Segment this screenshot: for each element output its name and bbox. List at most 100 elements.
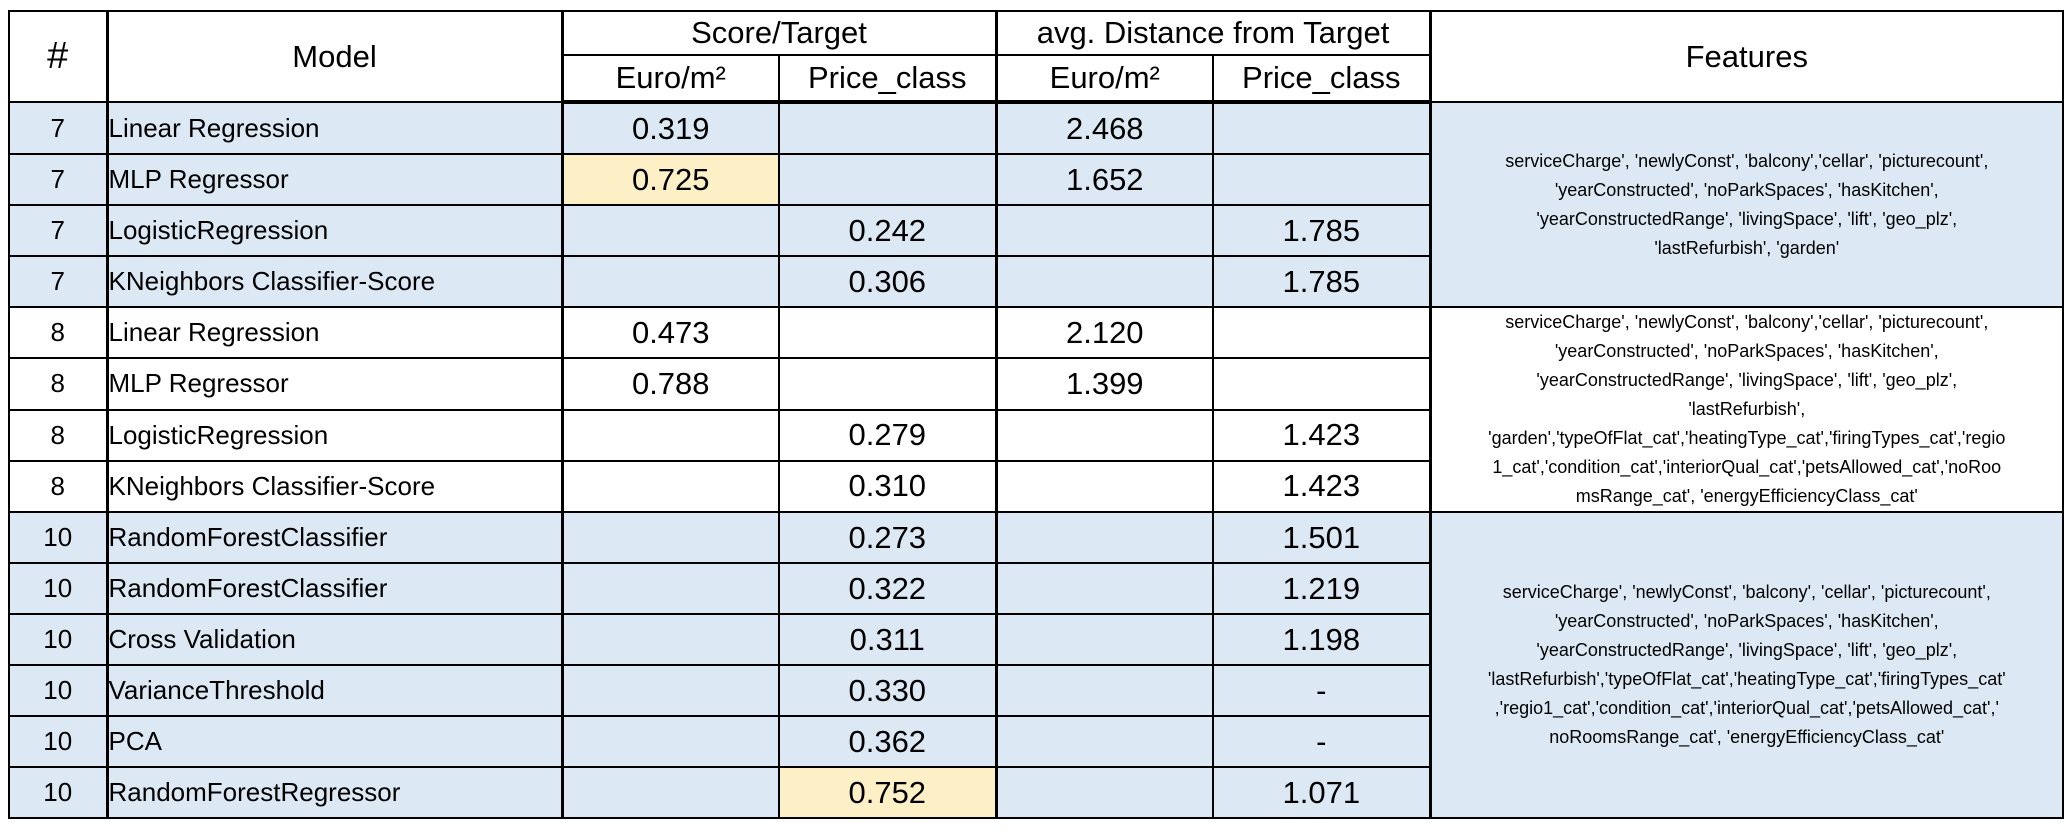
distance-price-class-cell [1212, 305, 1432, 360]
row-number: 7 [8, 153, 109, 206]
model-name: VarianceThreshold [106, 664, 564, 717]
distance-euro-cell: 2.120 [995, 305, 1215, 360]
table-row: 8 LogisticRegression 0.279 1.423 [8, 408, 2063, 462]
score-euro-cell [561, 766, 780, 819]
score-price-class-cell: 0.242 [777, 204, 998, 257]
results-table: # Model Score/Target avg. Distance from … [8, 10, 2065, 819]
score-price-class-cell [777, 305, 998, 360]
table-header: # Model Score/Target avg. Distance from … [8, 10, 2065, 104]
score-price-class-cell: 0.279 [777, 408, 998, 462]
score-euro-cell: 0.725 [561, 153, 780, 206]
features-line: 'yearConstructedRange', 'livingSpace', '… [1536, 370, 1958, 390]
score-euro-cell [561, 562, 780, 615]
score-euro-cell [561, 408, 780, 462]
distance-price-class-cell: 1.423 [1212, 408, 1432, 462]
score-euro-cell [561, 255, 780, 308]
distance-euro-cell: 2.468 [995, 101, 1215, 155]
score-euro-cell: 0.788 [561, 357, 780, 411]
score-price-class-cell: 0.330 [777, 664, 998, 717]
row-number: 10 [8, 715, 109, 768]
header-num: # [8, 10, 109, 103]
row-number: 10 [8, 511, 109, 564]
features-line: 'yearConstructed', 'noParkSpaces', 'hasK… [1554, 611, 1939, 631]
score-price-class-cell: 0.310 [777, 459, 998, 514]
score-price-class-cell [777, 101, 998, 155]
score-euro-cell: 0.319 [561, 101, 780, 155]
score-euro-cell [561, 715, 780, 768]
distance-euro-cell [995, 255, 1215, 308]
features-line: 'lastRefurbish','typeOfFlat_cat','heatin… [1487, 669, 2006, 689]
score-price-class-cell: 0.273 [777, 511, 998, 564]
distance-price-class-cell [1212, 101, 1432, 155]
features-line: serviceCharge', 'newlyConst', 'balcony',… [1502, 582, 1991, 602]
score-euro-cell [561, 204, 780, 257]
model-name: Linear Regression [106, 101, 564, 155]
row-number: 10 [8, 664, 109, 717]
features-line: serviceCharge', 'newlyConst', 'balcony',… [1505, 312, 1989, 332]
table-row: 10 PCA 0.362 - [8, 715, 2063, 768]
distance-euro-cell [995, 664, 1215, 717]
table-body: 7 Linear Regression 0.319 2.468 serviceCharg… [8, 101, 2065, 819]
features-line: 'yearConstructedRange', 'livingSpace', '… [1536, 208, 1958, 229]
distance-price-class-cell: - [1212, 715, 1432, 768]
table-row: 7 LogisticRegression 0.242 1.785 [8, 204, 2063, 257]
features-line: 'garden','typeOfFlat_cat','heatingType_c… [1488, 428, 2006, 448]
table-row: 10 Cross Validation 0.311 1.198 [8, 613, 2063, 666]
score-euro-cell [561, 459, 780, 514]
features-line: 'lastRefurbish', [1688, 399, 1806, 419]
distance-price-class-cell: - [1212, 664, 1432, 717]
distance-price-class-cell: 1.071 [1212, 766, 1432, 819]
model-name: RandomForestClassifier [106, 511, 564, 564]
features-line: ,'regio1_cat','condition_cat','interiorQ… [1494, 698, 1999, 718]
subheader-score-price-class: Price_class [777, 54, 998, 104]
distance-price-class-cell: 1.785 [1212, 204, 1432, 257]
subheader-distance-euro: Euro/m² [995, 54, 1215, 104]
score-price-class-cell [777, 153, 998, 206]
features-line: 'yearConstructed', 'noParkSpaces', 'hasK… [1554, 179, 1939, 200]
score-price-class-cell: 0.322 [777, 562, 998, 615]
row-number: 8 [8, 408, 109, 462]
features-cell: serviceCharge', 'newlyConst', 'balcony',… [1429, 101, 2065, 308]
score-euro-cell [561, 511, 780, 564]
score-price-class-cell: 0.311 [777, 613, 998, 666]
features-cell: serviceCharge', 'newlyConst', 'balcony',… [1429, 511, 2065, 819]
table-row: 10 RandomForestClassifier 0.322 1.219 [8, 562, 2063, 615]
header-avg-distance: avg. Distance from Target [995, 10, 1432, 56]
distance-euro-cell [995, 459, 1215, 514]
score-euro-cell [561, 664, 780, 717]
score-price-class-cell: 0.752 [777, 766, 998, 819]
table-row: 7 Linear Regression 0.319 2.468 serviceCharg… [8, 101, 2065, 308]
distance-euro-cell [995, 562, 1215, 615]
model-name: LogisticRegression [106, 204, 564, 257]
model-name: KNeighbors Classifier-Score [106, 255, 564, 308]
row-number: 8 [8, 357, 109, 411]
row-number: 10 [8, 562, 109, 615]
model-name: PCA [106, 715, 564, 768]
model-name: MLP Regressor [106, 153, 564, 206]
model-name: Linear Regression [106, 305, 564, 360]
row-number: 10 [8, 766, 109, 819]
score-price-class-cell: 0.362 [777, 715, 998, 768]
table-row: 10 RandomForestClassifier 0.273 1.501 servic… [8, 511, 2065, 819]
distance-price-class-cell: 1.785 [1212, 255, 1432, 308]
features-line: serviceCharge', 'newlyConst', 'balcony',… [1505, 150, 1989, 171]
table-row: 8 Linear Regression 0.473 2.120 serviceCharg… [8, 305, 2065, 513]
table-row: 8 KNeighbors Classifier-Score 0.310 1.423 [8, 459, 2063, 514]
subheader-distance-price-class: Price_class [1212, 54, 1432, 104]
header-score-target: Score/Target [560, 10, 998, 56]
model-name: LogisticRegression [106, 408, 564, 462]
features-line: 'lastRefurbish', 'garden' [1654, 237, 1840, 258]
table-row: 8 MLP Regressor 0.788 1.399 [8, 357, 2063, 411]
row-number: 8 [8, 459, 109, 514]
distance-price-class-cell: 1.198 [1212, 613, 1432, 666]
row-number: 7 [8, 204, 109, 257]
distance-euro-cell [995, 511, 1215, 564]
distance-euro-cell [995, 715, 1215, 768]
model-name: MLP Regressor [106, 357, 564, 411]
distance-euro-cell [995, 204, 1215, 257]
model-name: Cross Validation [106, 613, 564, 666]
row-number: 7 [8, 255, 109, 308]
header-model: Model [106, 10, 564, 103]
header-features: Features [1429, 10, 2065, 103]
features-line: 'yearConstructedRange', 'livingSpace', '… [1536, 640, 1958, 660]
